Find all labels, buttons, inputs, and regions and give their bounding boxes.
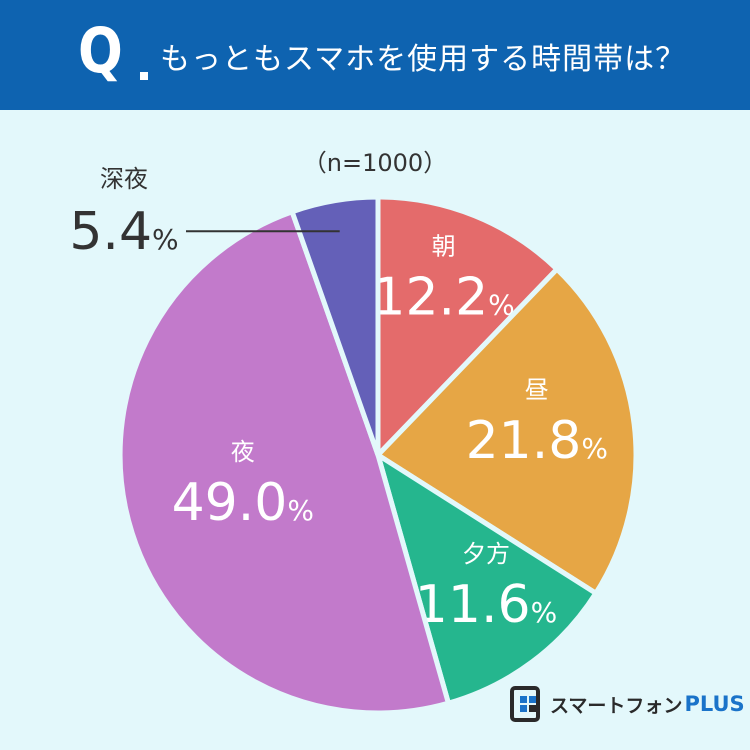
q-dot bbox=[140, 72, 148, 80]
slice-value-label: 12.2% bbox=[372, 267, 514, 327]
slice-label: 夕方 11.6% bbox=[415, 540, 557, 635]
question-header: Q もっともスマホを使用する時間帯は？ bbox=[0, 0, 750, 110]
slice-label: 朝 12.2% bbox=[372, 232, 514, 327]
slice-value-label: 5.4% bbox=[69, 202, 178, 262]
pie-slice bbox=[289, 194, 381, 458]
logo-text-en: PLUS bbox=[684, 692, 745, 716]
sample-size-label: （n=1000） bbox=[302, 149, 448, 177]
slice-label: 昼 21.8% bbox=[466, 376, 608, 471]
slice-label: 夜 49.0% bbox=[172, 438, 314, 533]
pie-slice bbox=[117, 209, 451, 716]
logo-text-jp: スマートフォン bbox=[550, 694, 683, 717]
pie-slice bbox=[375, 266, 639, 596]
slice-value-label: 11.6% bbox=[415, 575, 557, 635]
slice-value-label: 21.8% bbox=[466, 411, 608, 471]
pie-slice bbox=[375, 194, 560, 458]
slice-category-label: 深夜 bbox=[100, 165, 148, 193]
slice-category-label: 昼 bbox=[525, 376, 549, 404]
slice-value-label: 49.0% bbox=[172, 473, 314, 533]
logo-icon bbox=[510, 686, 540, 722]
slice-category-label: 夕方 bbox=[462, 540, 510, 568]
q-mark: Q bbox=[78, 14, 123, 87]
slice-category-label: 夜 bbox=[231, 438, 255, 466]
slice-category-label: 朝 bbox=[432, 232, 456, 260]
question-title: もっともスマホを使用する時間帯は？ bbox=[160, 42, 687, 77]
brand-logo: スマートフォン PLUS bbox=[510, 686, 745, 722]
